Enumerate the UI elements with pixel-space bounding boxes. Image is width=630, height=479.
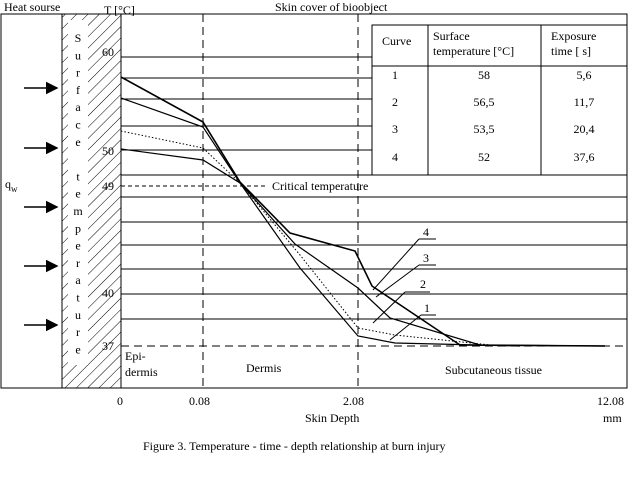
table-cell: 52 [478, 150, 490, 164]
curve-label-leaders [372, 238, 436, 341]
vertical-letter: a [75, 100, 81, 114]
vertical-letter: m [73, 204, 83, 218]
qw-label: qw [5, 177, 18, 194]
heat-source-label: Heat sourse [4, 0, 60, 14]
x-tick-12-08: 12.08 [597, 394, 624, 408]
curve-4 [120, 148, 521, 347]
vertical-letter: r [76, 256, 80, 270]
table-cell: 11,7 [574, 95, 595, 109]
vertical-letter: e [75, 239, 80, 253]
table-header-curve: Curve [382, 34, 411, 48]
table-cell: 58 [478, 68, 490, 82]
y-tick-49: 49 [102, 179, 114, 193]
x-axis-label: Skin Depth [305, 411, 359, 425]
curve-2 [120, 97, 606, 347]
curve-label-3: 3 [423, 251, 429, 265]
zone-dermis: Dermis [246, 361, 282, 375]
vertical-letter: f [76, 83, 80, 97]
vertical-letter: t [76, 291, 80, 305]
zone-subcutaneous: Subcutaneous tissue [445, 363, 542, 377]
table-cell: 5,6 [577, 68, 592, 82]
table-header-time: time [ s] [551, 44, 591, 58]
curve-table: Curve Surface temperature [°C] Exposure … [371, 24, 628, 176]
vertical-letter: a [75, 273, 81, 287]
x-tick-2-08: 2.08 [343, 394, 364, 408]
x-tick-0-08: 0.08 [189, 394, 210, 408]
table-header-exposure: Exposure [551, 29, 596, 43]
zone-epidermis-line2: dermis [125, 365, 158, 379]
table-rows: 1 58 5,6 2 56,5 11,7 3 53,5 20,4 4 52 37,6 [392, 68, 595, 164]
table-header-surface: Surface [433, 29, 470, 43]
vertical-letter: e [75, 187, 80, 201]
curve-label-4: 4 [423, 225, 429, 239]
figure-caption: Figure 3. Temperature - time - depth rel… [143, 439, 446, 453]
table-header-temperature: temperature [°C] [433, 44, 514, 58]
x-unit: mm [603, 411, 622, 425]
skin-cover-label: Skin cover of bioobject [275, 0, 388, 14]
vertical-letter: u [75, 48, 81, 62]
vertical-letter: S [75, 31, 82, 45]
vertical-letter: r [76, 66, 80, 80]
x-tick-0: 0 [117, 394, 123, 408]
curve-label-1: 1 [424, 301, 430, 315]
heat-flux-arrows [24, 81, 59, 332]
vertical-letter: c [75, 118, 80, 132]
vertical-text-backdrop [68, 20, 88, 365]
y-tick-50: 50 [102, 144, 114, 158]
y-tick-37: 37 [102, 339, 114, 353]
table-cell: 3 [392, 122, 398, 136]
vertical-letter: r [76, 325, 80, 339]
table-cell: 1 [392, 68, 398, 82]
vertical-letter: t [76, 169, 80, 183]
outer-frame [0, 13, 628, 389]
table-cell: 4 [392, 150, 398, 164]
temperature-curves [120, 76, 606, 347]
vertical-letter: p [75, 221, 81, 235]
table-cell: 2 [392, 95, 398, 109]
curve-label-2: 2 [420, 277, 426, 291]
curve-3 [120, 130, 501, 347]
table-cell: 53,5 [474, 122, 495, 136]
table-cell: 20,4 [574, 122, 595, 136]
table-cell: 37,6 [574, 150, 595, 164]
table-cell: 56,5 [474, 95, 495, 109]
vertical-letter: e [75, 135, 80, 149]
critical-temperature-label: Critical temperature [272, 179, 368, 193]
y-tick-60: 60 [102, 45, 114, 59]
zone-epidermis-line1: Epi- [125, 349, 146, 363]
t-axis-label: T [°C] [104, 3, 135, 17]
vertical-letter: u [75, 308, 81, 322]
vertical-letter: e [75, 342, 80, 356]
y-tick-40: 40 [102, 286, 114, 300]
